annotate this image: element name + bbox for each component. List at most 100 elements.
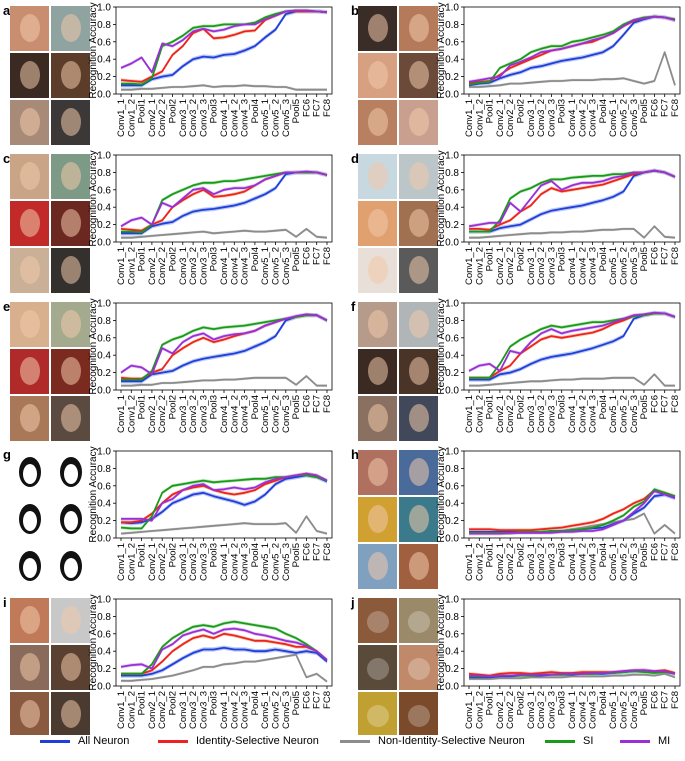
x-tick-label: Conv4_1: [219, 247, 230, 285]
series-line-id: [121, 632, 328, 675]
x-tick-label: Conv5_2: [619, 395, 630, 433]
x-tick-label: Conv2_2: [505, 691, 516, 729]
x-tick-label: Pool4: [250, 543, 261, 567]
x-tick-label: FC6: [649, 691, 660, 709]
x-tick-label: Pool3: [557, 691, 568, 715]
y-tick-label: 0.4: [97, 499, 111, 510]
stimulus-face-shape: [61, 61, 81, 89]
series-band-mi: [469, 168, 675, 229]
stimulus-image: [358, 692, 397, 735]
stimulus-object-shape: [408, 658, 430, 680]
x-tick-label: Conv4_1: [567, 395, 578, 433]
y-tick-label: 0.8: [445, 20, 459, 31]
x-tick-label: Pool3: [557, 395, 568, 419]
x-tick-label: Conv4_2: [577, 543, 588, 581]
x-tick-label: Pool5: [291, 247, 302, 271]
stimulus-face-shape: [20, 162, 40, 190]
stimulus-thumbnails: [10, 6, 90, 145]
stimulus-object-shape: [408, 611, 430, 633]
x-tick-label: Pool2: [168, 247, 179, 271]
x-tick-label: Conv3_1: [526, 543, 537, 581]
x-tick-label: Conv2_1: [495, 99, 506, 137]
x-tick-label: Conv4_2: [229, 395, 240, 433]
legend-label-si: SI: [583, 735, 594, 747]
x-tick-label: Conv4_1: [567, 691, 578, 729]
x-tick-label: Conv1_1: [116, 691, 127, 729]
stimulus-image: [399, 598, 438, 643]
y-tick-label: 0.0: [97, 90, 111, 101]
legend-swatch-non-identity-selective: [340, 739, 370, 743]
y-tick-label: 0.8: [97, 316, 111, 327]
stimulus-face-shape: [20, 653, 40, 681]
stimulus-face-shape: [64, 511, 78, 531]
x-tick-label: Conv1_2: [126, 99, 137, 137]
y-axis-label: Recognition Accuracy: [88, 298, 99, 394]
x-tick-label: Conv3_1: [178, 691, 189, 729]
stimulus-face-shape: [368, 14, 388, 42]
x-tick-label: Conv5_1: [260, 247, 271, 285]
x-tick-label: Conv2_1: [495, 247, 506, 285]
x-tick-label: Conv3_3: [198, 99, 209, 137]
stimulus-thumbnails: [358, 450, 438, 589]
x-tick-label: Conv3_1: [526, 691, 537, 729]
stimulus-face-shape: [409, 256, 429, 284]
series-band-si: [121, 8, 327, 87]
series-band-mi: [469, 14, 675, 84]
series-line-mi: [468, 311, 676, 372]
y-tick-label: 0.0: [97, 534, 111, 545]
x-tick-label: Conv5_2: [271, 543, 282, 581]
legend-item-all-neuron: All Neuron: [40, 735, 129, 747]
stimulus-thumbnails: [10, 450, 90, 589]
x-tick-label: Conv1_1: [464, 247, 475, 285]
x-tick-label: FC8: [670, 543, 681, 561]
stimulus-face-shape: [20, 108, 40, 136]
x-tick-label: Conv5_1: [260, 691, 271, 729]
series-line-mi: [121, 472, 328, 522]
x-tick-label: Conv5_2: [619, 543, 630, 581]
x-tick-label: Conv1_1: [116, 395, 127, 433]
x-tick-label: FC8: [670, 691, 681, 709]
y-axis-label: Recognition Accuracy: [436, 150, 447, 246]
x-tick-label: Conv1_2: [474, 543, 485, 581]
y-axis-label: Recognition Accuracy: [88, 594, 99, 690]
x-tick-label: Conv4_1: [219, 99, 230, 137]
series-line-all: [468, 15, 676, 87]
x-tick-label: Conv5_1: [260, 99, 271, 137]
y-axis-label: Recognition Accuracy: [436, 446, 447, 542]
x-tick-label: Conv4_2: [577, 395, 588, 433]
stimulus-image: [399, 645, 438, 690]
x-tick-label: FC8: [322, 247, 333, 265]
stimulus-face-shape: [61, 310, 81, 338]
y-tick-label: 0.6: [97, 629, 111, 640]
x-tick-label: Conv5_2: [619, 247, 630, 285]
x-tick-label: Conv4_1: [219, 543, 230, 581]
stimulus-image: [399, 692, 438, 735]
stimulus-face-shape: [20, 404, 40, 432]
x-tick-label: Pool1: [137, 395, 148, 419]
x-tick-label: Conv3_1: [526, 247, 537, 285]
y-tick-label: 0.4: [445, 55, 459, 66]
y-tick-label: 1.0: [445, 3, 459, 14]
stimulus-face-shape: [20, 209, 40, 237]
x-tick-label: Conv1_1: [464, 691, 475, 729]
x-tick-label: FC8: [322, 691, 333, 709]
x-tick-label: Conv4_3: [588, 99, 599, 137]
x-tick-label: Pool3: [557, 99, 568, 123]
stimulus-face-shape: [20, 310, 40, 338]
x-tick-label: Conv3_3: [198, 247, 209, 285]
x-tick-label: Conv5_2: [271, 99, 282, 137]
series-line-nonid: [121, 653, 328, 683]
legend-item-identity-selective: Identity-Selective Neuron: [158, 735, 319, 747]
x-tick-label: Conv2_2: [157, 691, 168, 729]
x-tick-label: Conv1_2: [474, 247, 485, 285]
y-tick-label: 0.4: [445, 499, 459, 510]
series-line-nonid: [121, 227, 328, 239]
stimulus-thumbnails: [358, 598, 438, 735]
x-tick-label: Conv1_1: [116, 99, 127, 137]
x-tick-label: Conv1_1: [116, 543, 127, 581]
x-tick-label: Conv3_2: [536, 395, 547, 433]
series-line-mi: [468, 15, 676, 83]
panel-label: b: [351, 3, 359, 18]
